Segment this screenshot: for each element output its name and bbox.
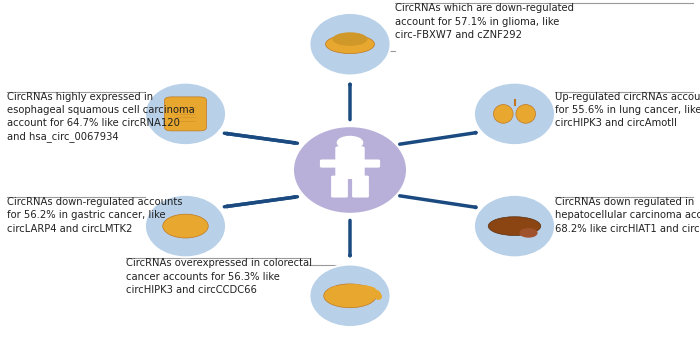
Text: ♟: ♟: [332, 149, 368, 187]
FancyBboxPatch shape: [320, 159, 341, 168]
Ellipse shape: [162, 214, 209, 238]
Ellipse shape: [474, 195, 555, 257]
Text: CircRNAs overexpressed in colorectal
cancer accounts for 56.3% like
circHIPK3 an: CircRNAs overexpressed in colorectal can…: [126, 258, 312, 295]
Ellipse shape: [474, 83, 555, 145]
Ellipse shape: [293, 126, 407, 214]
Text: CircRNAs highly expressed in
esophageal squamous cell carcinoma
account for 64.7: CircRNAs highly expressed in esophageal …: [7, 92, 195, 142]
FancyBboxPatch shape: [352, 176, 369, 198]
Ellipse shape: [489, 217, 540, 235]
FancyBboxPatch shape: [335, 146, 365, 178]
FancyBboxPatch shape: [164, 97, 206, 131]
Ellipse shape: [309, 265, 391, 327]
Text: CircRNAs down-regulated accounts
for 56.2% in gastric cancer, like
circLARP4 and: CircRNAs down-regulated accounts for 56.…: [7, 197, 183, 234]
Ellipse shape: [323, 284, 377, 308]
Ellipse shape: [326, 35, 374, 54]
Ellipse shape: [145, 83, 226, 145]
Ellipse shape: [516, 105, 536, 123]
Ellipse shape: [309, 13, 391, 75]
Circle shape: [337, 136, 363, 149]
FancyBboxPatch shape: [331, 176, 348, 198]
Text: CircRNAs which are down-regulated
account for 57.1% in glioma, like
circ-FBXW7 a: CircRNAs which are down-regulated accoun…: [395, 3, 575, 40]
Ellipse shape: [332, 32, 368, 46]
Ellipse shape: [145, 195, 226, 257]
Ellipse shape: [494, 105, 513, 123]
Text: CircRNAs down regulated in
hepatocellular carcinoma accounts for
68.2% like circ: CircRNAs down regulated in hepatocellula…: [555, 197, 700, 234]
Text: Up-regulated circRNAs account
for 55.6% in lung cancer, like
circHIPK3 and circA: Up-regulated circRNAs account for 55.6% …: [555, 92, 700, 128]
Circle shape: [520, 229, 537, 237]
Text: 🚶: 🚶: [349, 169, 351, 171]
FancyBboxPatch shape: [359, 159, 380, 168]
